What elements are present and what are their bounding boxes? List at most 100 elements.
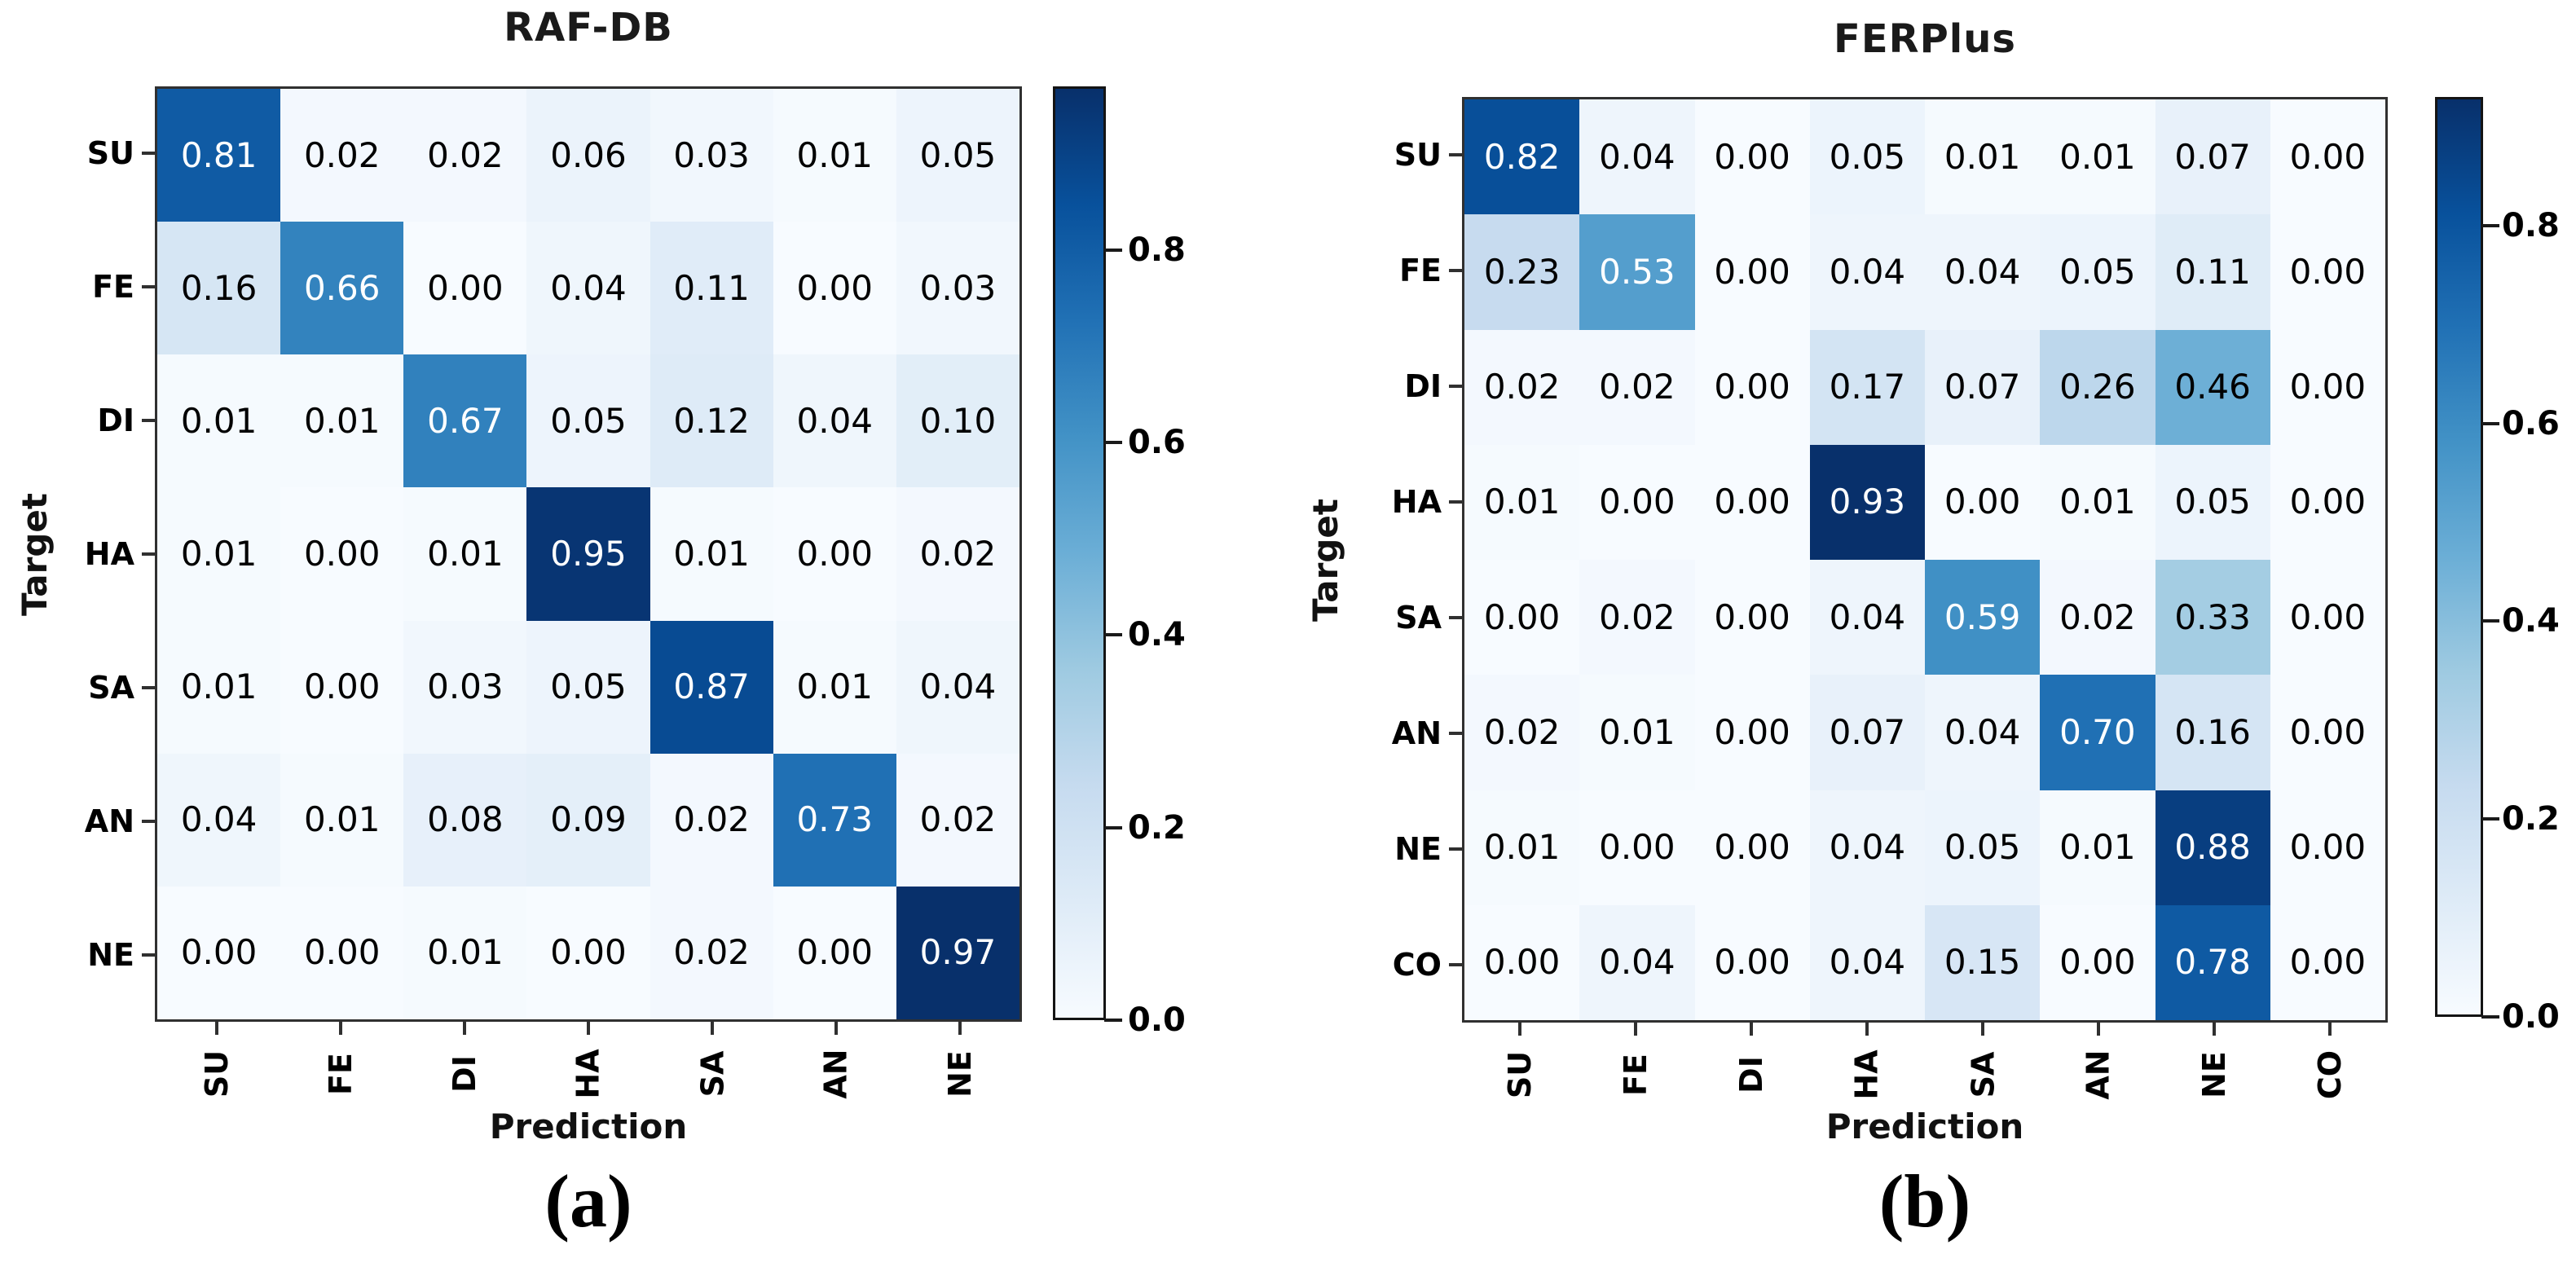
cell-HA-SA: 0.01 bbox=[650, 487, 773, 621]
y-tick-label: NE bbox=[1394, 831, 1442, 867]
cell-FE-NE: 0.11 bbox=[2155, 214, 2270, 330]
x-tick-label-box: CO bbox=[2285, 1036, 2375, 1114]
y-tick: DI bbox=[1307, 328, 1462, 444]
cell-DI-NE: 0.10 bbox=[896, 354, 1019, 488]
cell-NE-FE: 0.00 bbox=[280, 886, 404, 1019]
cell-DI-NE: 0.46 bbox=[2155, 329, 2270, 445]
y-tick: SU bbox=[1307, 97, 1462, 213]
y-tick-label: HA bbox=[84, 536, 134, 572]
tick-mark bbox=[1449, 385, 1462, 388]
x-axis-label: Prediction bbox=[489, 1107, 688, 1146]
colorbar-tick-label: 0.8 bbox=[1128, 231, 1186, 269]
cell-NE-FE: 0.00 bbox=[1579, 790, 1695, 905]
colorbar-gradient bbox=[2435, 97, 2483, 1017]
cell-NE-SU: 0.01 bbox=[1464, 790, 1580, 905]
cell-SU-DI: 0.02 bbox=[403, 89, 527, 222]
y-tick: DI bbox=[0, 354, 155, 487]
tick-mark bbox=[1449, 153, 1462, 156]
cell-AN-DI: 0.08 bbox=[403, 753, 527, 887]
tick-mark bbox=[2213, 1023, 2216, 1036]
cell-AN-NE: 0.02 bbox=[896, 753, 1019, 887]
cell-HA-FE: 0.00 bbox=[1579, 444, 1695, 560]
tick-mark bbox=[1449, 616, 1462, 619]
y-axis-label-wrap: Target bbox=[10, 86, 59, 1022]
y-tick-label: SA bbox=[88, 670, 134, 706]
y-tick: NE bbox=[0, 888, 155, 1022]
x-tick: AN bbox=[774, 1022, 898, 1128]
cell-CO-CO: 0.00 bbox=[2270, 904, 2385, 1020]
x-tick-label-box: NE bbox=[2169, 1036, 2259, 1114]
cell-DI-FE: 0.01 bbox=[280, 354, 404, 488]
x-axis-label: Prediction bbox=[1825, 1107, 2024, 1146]
x-tick: NE bbox=[898, 1022, 1022, 1128]
cell-NE-AN: 0.01 bbox=[2040, 790, 2155, 905]
cell-CO-HA: 0.04 bbox=[1809, 904, 1925, 1020]
cell-DI-AN: 0.04 bbox=[773, 354, 896, 488]
cell-FE-AN: 0.05 bbox=[2040, 214, 2155, 330]
tick-mark bbox=[142, 686, 155, 689]
colorbar-tick-label: 0.6 bbox=[1128, 424, 1186, 462]
cell-FE-DI: 0.00 bbox=[403, 222, 527, 355]
cell-SA-SA: 0.59 bbox=[1925, 560, 2041, 675]
y-tick-label: AN bbox=[1391, 715, 1442, 751]
cell-DI-SU: 0.02 bbox=[1464, 329, 1580, 445]
y-tick: SA bbox=[1307, 560, 1462, 675]
tick-mark bbox=[142, 820, 155, 823]
colorbar-tick-label: 0.4 bbox=[2502, 602, 2560, 640]
cell-SU-AN: 0.01 bbox=[2040, 99, 2155, 215]
tick-mark bbox=[834, 1022, 838, 1035]
tick-mark bbox=[142, 152, 155, 155]
cell-DI-CO: 0.00 bbox=[2270, 329, 2385, 445]
cell-AN-FE: 0.01 bbox=[280, 753, 404, 887]
cell-DI-FE: 0.02 bbox=[1579, 329, 1695, 445]
y-tick-label: SU bbox=[1394, 137, 1442, 173]
y-tick: AN bbox=[1307, 675, 1462, 791]
cell-DI-DI: 0.00 bbox=[1694, 329, 1810, 445]
cell-DI-HA: 0.17 bbox=[1809, 329, 1925, 445]
x-tick: DI bbox=[403, 1022, 526, 1128]
cell-DI-SA: 0.07 bbox=[1925, 329, 2041, 445]
cell-FE-AN: 0.00 bbox=[773, 222, 896, 355]
y-tick-label: DI bbox=[97, 403, 134, 438]
cell-AN-FE: 0.01 bbox=[1579, 675, 1695, 790]
cell-AN-SA: 0.02 bbox=[650, 753, 773, 887]
x-tick-label-box: DI bbox=[420, 1035, 509, 1113]
y-tick: AN bbox=[0, 755, 155, 888]
y-tick: HA bbox=[0, 487, 155, 621]
cell-AN-HA: 0.07 bbox=[1809, 675, 1925, 790]
y-tick-label: FE bbox=[1399, 253, 1442, 288]
cell-SU-NE: 0.07 bbox=[2155, 99, 2270, 215]
colorbar-tick-mark bbox=[1104, 248, 1122, 252]
x-tick-label: NE bbox=[941, 1050, 978, 1098]
y-tick: NE bbox=[1307, 791, 1462, 907]
cell-SA-HA: 0.04 bbox=[1809, 560, 1925, 675]
cell-FE-SU: 0.23 bbox=[1464, 214, 1580, 330]
cell-AN-NE: 0.16 bbox=[2155, 675, 2270, 790]
cell-CO-SA: 0.15 bbox=[1925, 904, 2041, 1020]
x-tick-label-box: FE bbox=[1591, 1036, 1680, 1114]
cell-DI-HA: 0.05 bbox=[526, 354, 650, 488]
tick-mark bbox=[711, 1022, 714, 1035]
y-tick: FE bbox=[1307, 213, 1462, 328]
cell-CO-FE: 0.04 bbox=[1579, 904, 1695, 1020]
cell-SA-HA: 0.05 bbox=[526, 620, 650, 754]
cell-NE-NE: 0.88 bbox=[2155, 790, 2270, 905]
cell-FE-DI: 0.00 bbox=[1694, 214, 1810, 330]
cell-DI-AN: 0.26 bbox=[2040, 329, 2155, 445]
cell-SA-SU: 0.00 bbox=[1464, 560, 1580, 675]
cell-AN-AN: 0.73 bbox=[773, 753, 896, 887]
tick-mark bbox=[587, 1022, 590, 1035]
cell-NE-SA: 0.05 bbox=[1925, 790, 2041, 905]
x-tick: SA bbox=[1925, 1023, 2041, 1129]
colorbar-tick-label: 0.8 bbox=[2502, 206, 2560, 244]
x-tick-label: SU bbox=[1501, 1050, 1538, 1099]
tick-mark bbox=[958, 1022, 962, 1035]
cell-HA-NE: 0.02 bbox=[896, 487, 1019, 621]
x-tick-label-box: SA bbox=[667, 1035, 757, 1113]
cell-NE-SU: 0.00 bbox=[157, 886, 281, 1019]
cell-AN-HA: 0.09 bbox=[526, 753, 650, 887]
chart-title: FERPlus bbox=[1834, 16, 2016, 62]
x-tick-label-box: SU bbox=[172, 1035, 262, 1113]
